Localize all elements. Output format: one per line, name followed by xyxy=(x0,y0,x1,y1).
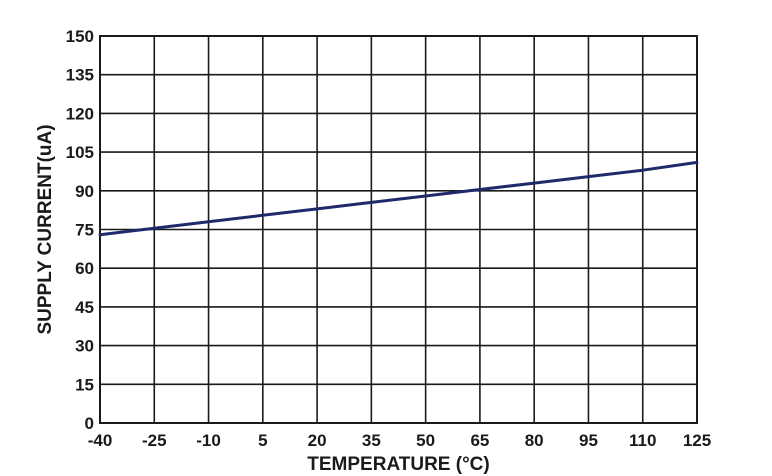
x-tick-label: 110 xyxy=(629,431,656,450)
x-tick-label: 5 xyxy=(258,431,267,450)
y-tick-label: 60 xyxy=(75,259,94,278)
y-tick-label: 150 xyxy=(66,27,94,46)
y-tick-label: 135 xyxy=(66,66,94,85)
y-tick-label: 90 xyxy=(75,182,94,201)
x-tick-label: 95 xyxy=(579,431,598,450)
grid-lines xyxy=(99,35,698,424)
x-tick-label: 65 xyxy=(470,431,489,450)
x-tick-label: -10 xyxy=(196,431,221,450)
x-tick-label: 20 xyxy=(308,431,327,450)
y-tick-label: 120 xyxy=(66,104,94,123)
y-axis-title: SUPPLY CURRENT(uA) xyxy=(35,124,56,334)
x-tick-label: -40 xyxy=(88,431,113,450)
x-tick-label: 35 xyxy=(362,431,381,450)
y-tick-labels: 0 15 30 45 60 75 90 105 120 135 150 xyxy=(66,27,94,433)
y-tick-label: 75 xyxy=(75,221,94,240)
y-tick-label: 30 xyxy=(75,337,94,356)
y-tick-label: 45 xyxy=(75,298,94,317)
y-tick-label: 0 xyxy=(85,414,94,433)
x-tick-label: 125 xyxy=(683,431,711,450)
plot-frame xyxy=(99,35,698,424)
supply-current-line xyxy=(98,160,699,237)
x-tick-label: -25 xyxy=(142,431,167,450)
x-axis-title: TEMPERATURE (°C) xyxy=(307,454,489,475)
x-tick-label: 80 xyxy=(525,431,544,450)
x-tick-label: 50 xyxy=(416,431,435,450)
x-tick-labels: -40 -25 -10 5 20 35 50 65 80 95 110 125 xyxy=(88,431,711,450)
y-tick-label: 105 xyxy=(66,143,94,162)
series-layer xyxy=(98,160,699,237)
y-tick-label: 15 xyxy=(75,375,94,394)
